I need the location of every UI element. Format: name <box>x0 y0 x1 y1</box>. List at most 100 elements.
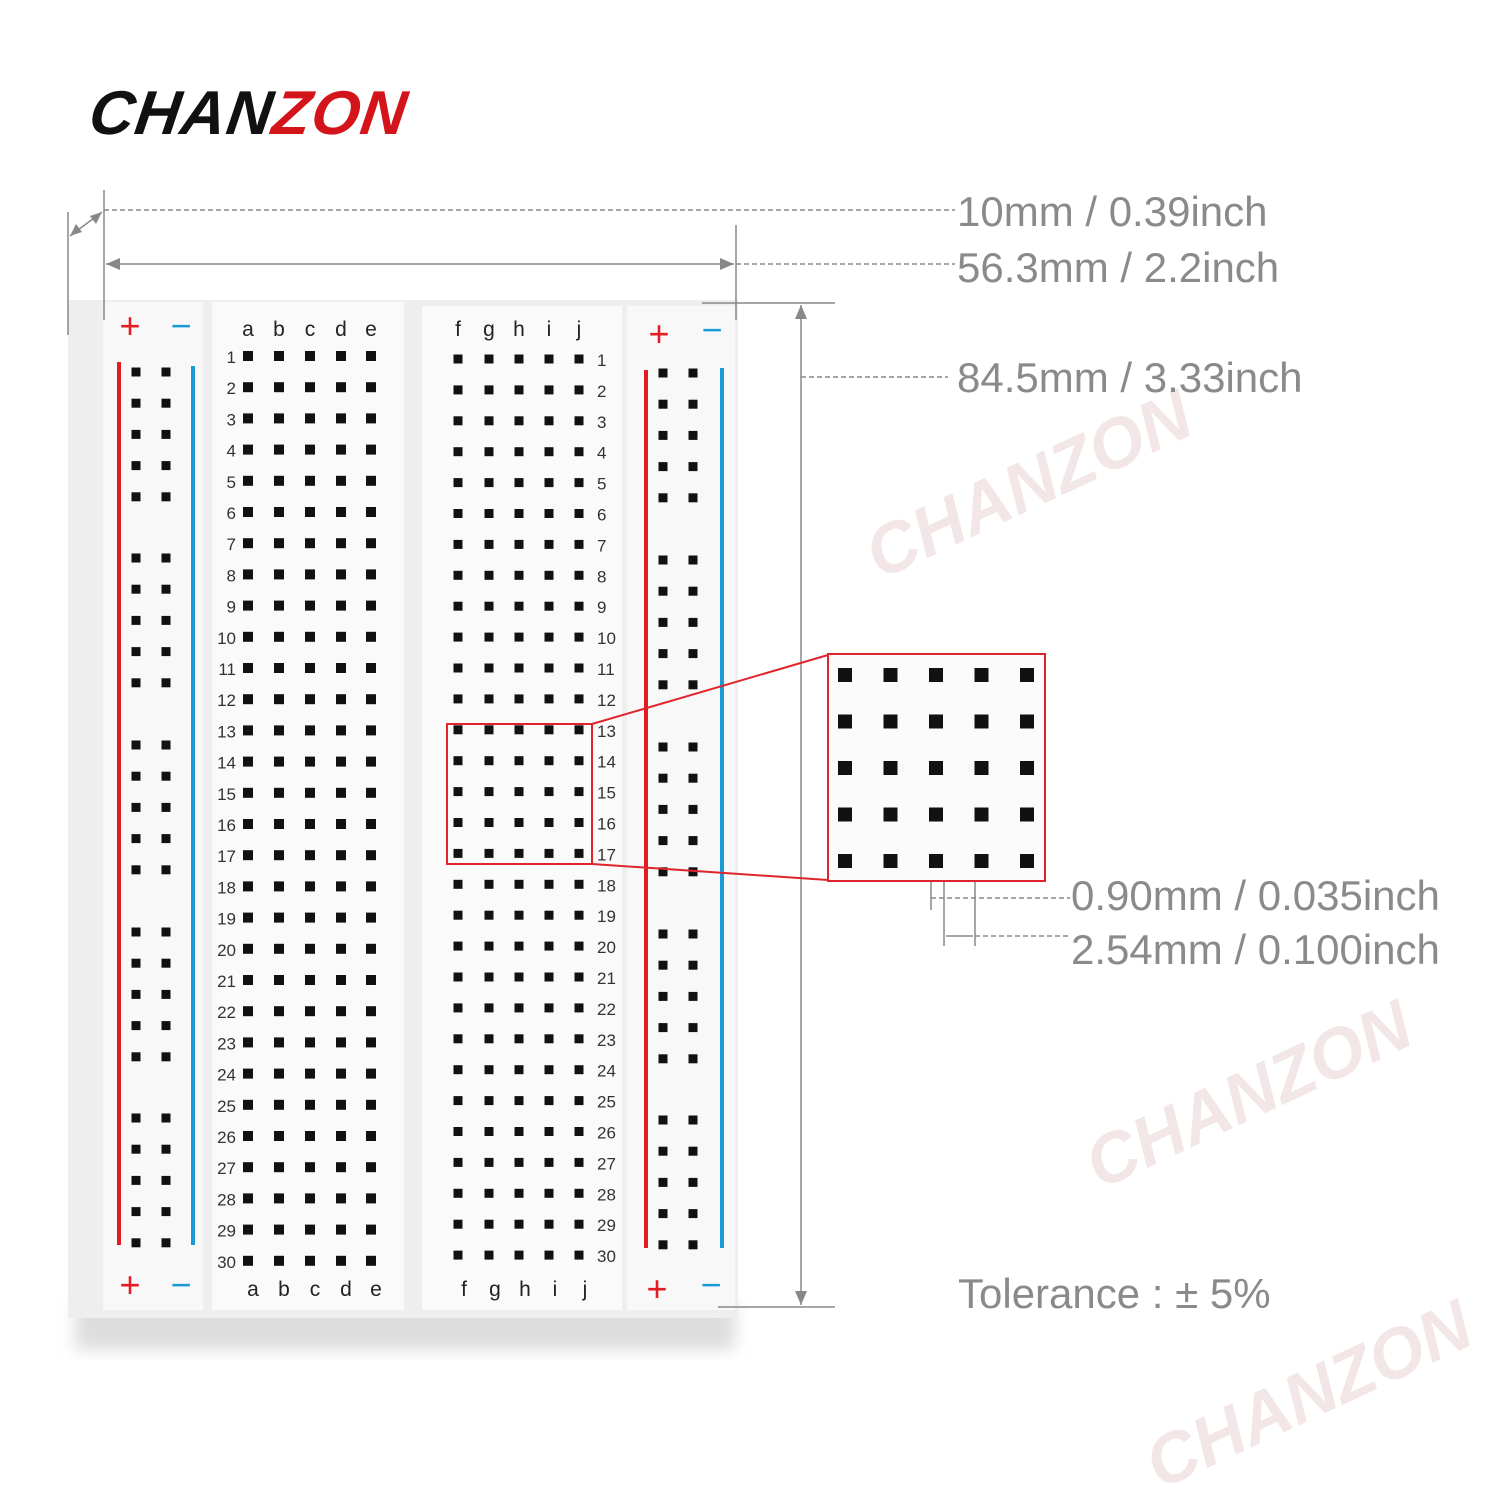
hole <box>305 694 315 705</box>
row-number: 16 <box>217 816 236 835</box>
row-number: 15 <box>217 785 236 804</box>
hole <box>514 879 524 889</box>
hole <box>688 1240 698 1250</box>
magnified-hole <box>838 714 852 729</box>
hole <box>514 354 524 364</box>
hole <box>243 475 253 486</box>
magnified-hole <box>1020 714 1034 729</box>
hole <box>274 1162 284 1173</box>
hole <box>514 787 524 797</box>
magnified-hole <box>883 668 898 682</box>
row-number: 13 <box>217 722 236 741</box>
hole <box>161 1021 171 1031</box>
hole <box>366 1131 376 1141</box>
zoom-source-box <box>446 723 593 865</box>
hole <box>514 1219 524 1229</box>
hole <box>366 787 376 798</box>
hole <box>484 1127 494 1136</box>
hole <box>544 447 554 457</box>
hole <box>366 1162 376 1173</box>
hole-size-label: 0.90mm / 0.035inch <box>1071 872 1440 919</box>
plus-sign: + <box>119 1264 140 1305</box>
hole <box>514 1250 524 1260</box>
column-letter: j <box>576 318 582 341</box>
row-number: 11 <box>218 660 236 679</box>
hole <box>336 912 346 923</box>
hole <box>484 663 494 673</box>
hole <box>161 771 171 781</box>
watermark-text: CHANZON <box>1073 984 1424 1203</box>
hole <box>484 570 494 580</box>
hole <box>161 584 171 594</box>
hole <box>544 1065 554 1075</box>
hole <box>514 1188 524 1198</box>
hole <box>336 600 346 611</box>
hole <box>243 912 253 923</box>
hole <box>658 1023 668 1033</box>
hole <box>274 694 284 705</box>
hole <box>305 943 315 954</box>
hole <box>366 912 376 923</box>
hole <box>336 819 346 829</box>
plus-sign: + <box>648 313 669 354</box>
hole <box>453 879 463 889</box>
hole <box>544 818 554 827</box>
hole <box>336 475 346 486</box>
hole <box>544 1250 554 1260</box>
hole <box>688 680 698 690</box>
right-terminal-block <box>422 306 622 1310</box>
hole <box>658 804 668 814</box>
hole <box>544 910 554 920</box>
row-number: 8 <box>227 566 236 585</box>
hole <box>161 367 171 377</box>
hole <box>453 725 463 735</box>
hole <box>366 663 376 673</box>
row-number: 9 <box>597 598 606 617</box>
hole <box>484 385 494 395</box>
magnified-hole <box>929 668 943 682</box>
row-number: 4 <box>597 444 606 463</box>
hole <box>243 600 253 611</box>
row-number: 27 <box>217 1159 236 1178</box>
hole <box>484 818 494 827</box>
magnified-hole <box>838 668 852 682</box>
hole <box>336 444 346 455</box>
hole <box>514 1127 524 1136</box>
hole <box>274 475 284 486</box>
row-number: 24 <box>217 1066 236 1085</box>
hole <box>574 1157 584 1167</box>
hole <box>484 1250 494 1260</box>
column-letter: d <box>335 318 347 341</box>
hole <box>336 725 346 736</box>
magnified-hole <box>883 761 898 775</box>
hole <box>366 631 376 642</box>
column-letter: a <box>247 1278 259 1301</box>
hole <box>243 819 253 829</box>
hole <box>274 850 284 861</box>
hole <box>574 1250 584 1260</box>
hole <box>574 416 584 426</box>
hole <box>274 631 284 642</box>
hole <box>453 539 463 549</box>
hole <box>243 444 253 455</box>
hole <box>484 879 494 889</box>
row-number: 25 <box>217 1097 236 1116</box>
row-number: 26 <box>217 1128 236 1147</box>
hole <box>131 1207 141 1217</box>
hole <box>688 586 698 596</box>
column-letter: a <box>242 318 254 341</box>
hole <box>544 941 554 951</box>
hole <box>514 509 524 518</box>
hole <box>131 429 141 439</box>
hole <box>658 1054 668 1064</box>
hole <box>544 1157 554 1167</box>
row-number: 5 <box>597 475 606 494</box>
row-number: 28 <box>597 1185 616 1204</box>
hole <box>305 413 315 424</box>
hole <box>544 879 554 889</box>
row-number: 14 <box>597 753 616 772</box>
hole <box>574 1127 584 1136</box>
hole <box>453 632 463 642</box>
hole <box>574 1065 584 1075</box>
hole <box>688 617 698 627</box>
